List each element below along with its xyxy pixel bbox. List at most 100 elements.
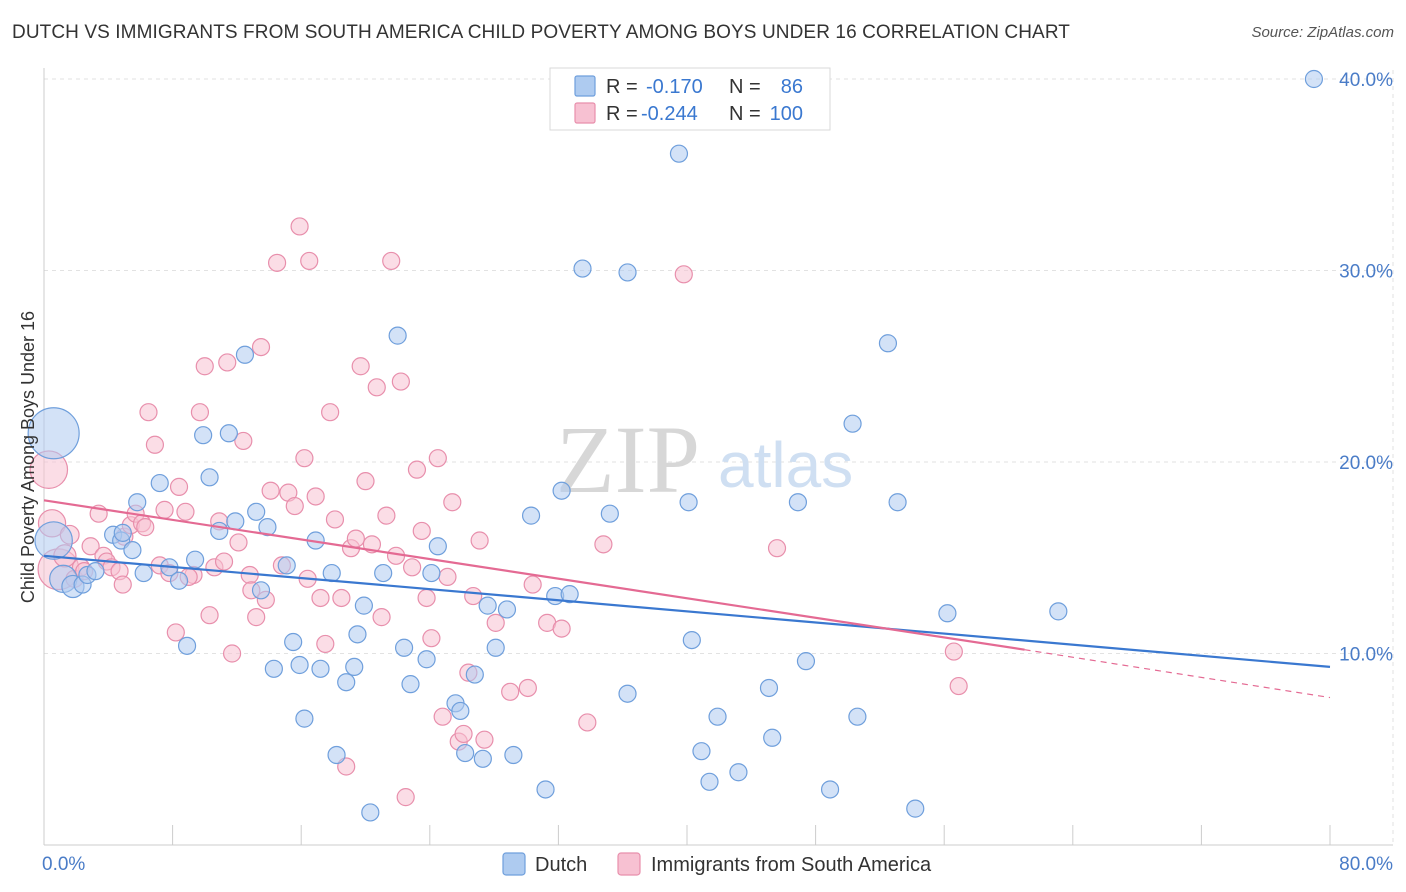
- sa-point-80: [454, 724, 473, 744]
- legend-n-label-dutch: N =: [729, 76, 761, 98]
- dutch-point-33: [311, 659, 330, 678]
- sa-point-47: [285, 496, 304, 516]
- dutch-point-6: [86, 562, 105, 581]
- dutch-point-80: [878, 334, 898, 353]
- dutch-point-63: [600, 504, 619, 523]
- dutch-point-58: [536, 780, 555, 799]
- dutch-point-21: [219, 424, 238, 443]
- sa-point-51: [306, 487, 325, 506]
- dutch-point-68: [682, 630, 701, 650]
- sa-point-27: [176, 502, 195, 521]
- dutch-point-19: [200, 468, 219, 487]
- sa-point-84: [475, 730, 494, 749]
- sa-point-78: [443, 493, 462, 512]
- dutch-point-78: [843, 414, 862, 433]
- sa-point-98: [523, 575, 542, 594]
- dutch-point-1: [34, 521, 73, 560]
- sa-point-40: [247, 608, 266, 627]
- sa-point-93: [767, 539, 787, 558]
- y-tick-label-10: 10.0%: [1339, 645, 1393, 666]
- dutch-point-16: [177, 636, 197, 655]
- sa-point-65: [377, 506, 396, 525]
- dutch-point-37: [345, 657, 364, 677]
- dutch-point-84: [1049, 602, 1068, 621]
- series-legend-label-dutch: Dutch: [535, 854, 587, 876]
- sa-point-52: [311, 588, 330, 608]
- dutch-point-12: [134, 563, 153, 583]
- sa-point-68: [391, 372, 410, 391]
- sa-point-95: [949, 676, 968, 696]
- dutch-point-10: [123, 540, 142, 560]
- dutch-point-41: [374, 563, 393, 583]
- sa-point-82: [464, 586, 483, 606]
- sa-point-41: [251, 338, 271, 357]
- dutch-trend-line: [43, 554, 1331, 669]
- sa-point-21: [145, 435, 165, 454]
- dutch-point-43: [394, 638, 414, 657]
- sa-point-56: [332, 588, 351, 608]
- sa-point-50: [300, 251, 319, 271]
- sa-point-25: [166, 623, 185, 642]
- dutch-points-layer: [27, 69, 1324, 822]
- watermark: ZIP atlas: [556, 406, 853, 513]
- legend-swatch-sa: [574, 102, 596, 124]
- dutch-point-31: [295, 709, 314, 728]
- sa-point-26: [169, 477, 189, 496]
- series-legend-swatch-dutch: [502, 852, 526, 876]
- dutch-point-71: [708, 707, 727, 726]
- legend-swatch-dutch: [574, 75, 596, 97]
- sa-point-31: [200, 606, 219, 625]
- sa-point-66: [382, 251, 401, 271]
- dutch-point-69: [692, 742, 711, 761]
- legend-r-value-sa: -0.244: [641, 103, 698, 125]
- trend-layer: [43, 499, 1331, 699]
- dutch-point-74: [763, 728, 782, 747]
- y-axis-title: Child Poverty Among Boys Under 16: [18, 311, 38, 603]
- sa-point-90: [578, 713, 597, 732]
- sa-point-94: [944, 642, 963, 661]
- watermark-zip: ZIP: [556, 406, 700, 513]
- dutch-point-40: [361, 803, 380, 822]
- dutch-point-50: [456, 743, 475, 763]
- dutch-point-67: [679, 493, 698, 512]
- sa-point-23: [155, 500, 174, 519]
- dutch-point-34: [322, 563, 341, 583]
- dutch-point-27: [264, 659, 283, 678]
- x-tick-label-max: 80.0%: [1339, 854, 1393, 875]
- legend-n-value-dutch: 86: [781, 76, 803, 98]
- dutch-point-57: [521, 506, 541, 525]
- series-legend: Dutch Immigrants from South America: [502, 852, 932, 876]
- dutch-point-64: [618, 684, 637, 703]
- sa-point-73: [417, 588, 436, 608]
- sa-point-8: [81, 537, 100, 556]
- dutch-point-26: [258, 518, 277, 537]
- dutch-point-17: [186, 550, 205, 569]
- legend-n-label-sa: N =: [729, 103, 761, 125]
- dutch-point-39: [354, 596, 373, 615]
- dutch-point-24: [247, 502, 266, 521]
- dutch-point-53: [478, 596, 497, 615]
- legend-r-label-sa: R =: [606, 103, 638, 125]
- series-legend-label-sa: Immigrants from South America: [651, 854, 932, 876]
- sa-point-72: [412, 521, 431, 541]
- sa-point-74: [422, 629, 441, 648]
- sa-point-77: [438, 567, 457, 587]
- sa-point-89: [552, 619, 571, 638]
- dutch-point-49: [451, 701, 470, 721]
- sa-point-29: [190, 403, 210, 422]
- sa-point-64: [372, 608, 391, 627]
- sa-point-44: [267, 253, 287, 272]
- y-tick-label-40: 40.0%: [1339, 70, 1393, 91]
- dutch-point-60: [552, 481, 571, 500]
- dutch-point-15: [169, 571, 189, 590]
- dutch-point-66: [669, 144, 689, 163]
- chart-title: DUTCH VS IMMIGRANTS FROM SOUTH AMERICA C…: [12, 22, 1071, 43]
- sa-point-60: [351, 357, 370, 376]
- dutch-point-25: [251, 581, 271, 600]
- sa-point-75: [428, 449, 447, 468]
- sa-point-87: [518, 678, 537, 698]
- sa-point-59: [346, 529, 365, 548]
- sa-point-36: [222, 644, 242, 663]
- sa-point-53: [316, 634, 335, 654]
- dutch-point-46: [422, 563, 441, 583]
